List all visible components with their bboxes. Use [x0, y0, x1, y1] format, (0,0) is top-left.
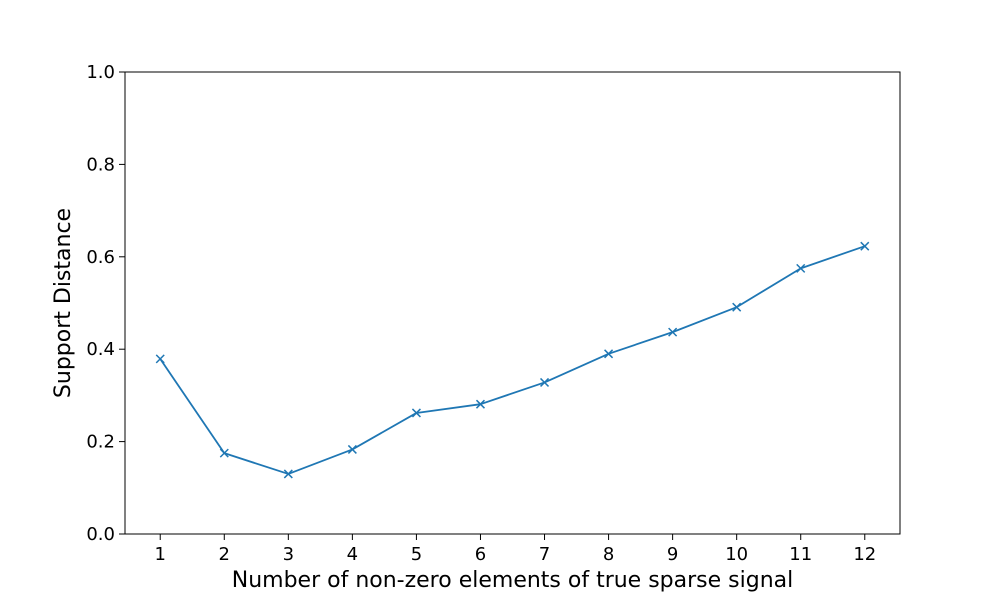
x-axis-ticks: 1 2 3 4 5 6 7 8 9 10 11 12 — [155, 534, 876, 565]
x-tick-label: 11 — [789, 544, 812, 565]
x-tick-label: 3 — [283, 544, 294, 565]
marker-stroke — [219, 448, 229, 458]
x-tick-label: 8 — [603, 544, 614, 565]
x-tick-label: 6 — [475, 544, 486, 565]
marker-stroke — [347, 444, 357, 454]
marker-stroke — [604, 349, 614, 359]
y-tick-label: 0.6 — [86, 247, 115, 268]
y-axis-ticks: 0.0 0.2 0.4 0.6 0.8 1.0 — [86, 62, 125, 545]
series-layer — [155, 241, 870, 479]
y-tick-label: 0.2 — [86, 432, 115, 453]
y-tick-label: 0.8 — [86, 154, 115, 175]
x-tick-label: 4 — [347, 544, 358, 565]
data-point-marker — [860, 241, 870, 251]
marker-stroke — [732, 302, 742, 312]
x-tick-label: 7 — [539, 544, 550, 565]
marker-stroke — [155, 354, 165, 364]
marker-stroke — [411, 408, 421, 418]
x-tick-label: 10 — [725, 544, 748, 565]
marker-stroke — [668, 327, 678, 337]
data-point-marker — [347, 444, 357, 454]
plot-frame — [124, 71, 901, 535]
data-point-marker — [796, 263, 806, 273]
plot-area — [125, 72, 900, 534]
marker-stroke — [283, 469, 293, 479]
x-tick-label: 12 — [853, 544, 876, 565]
marker-stroke — [539, 377, 550, 387]
data-point-marker — [604, 349, 614, 359]
x-tick-label: 1 — [155, 544, 166, 565]
data-point-marker — [475, 399, 486, 409]
data-point-marker — [539, 377, 550, 387]
x-tick-label: 5 — [411, 544, 422, 565]
marker-stroke — [860, 241, 870, 251]
data-point-marker — [668, 327, 678, 337]
data-point-marker — [411, 408, 421, 418]
x-axis-label: Number of non-zero elements of true spar… — [232, 568, 793, 593]
data-point-marker — [732, 302, 742, 312]
marker-stroke — [475, 399, 486, 409]
data-point-marker — [155, 354, 165, 364]
y-tick-label: 1.0 — [86, 62, 115, 83]
series-line — [159, 245, 866, 475]
y-axis-label: Support Distance — [51, 208, 76, 398]
marker-stroke — [796, 263, 806, 273]
y-tick-label: 0.0 — [86, 524, 115, 545]
x-tick-label: 9 — [667, 544, 678, 565]
y-tick-label: 0.4 — [86, 339, 115, 360]
data-point-marker — [283, 469, 293, 479]
x-tick-label: 2 — [219, 544, 230, 565]
data-point-marker — [219, 448, 229, 458]
